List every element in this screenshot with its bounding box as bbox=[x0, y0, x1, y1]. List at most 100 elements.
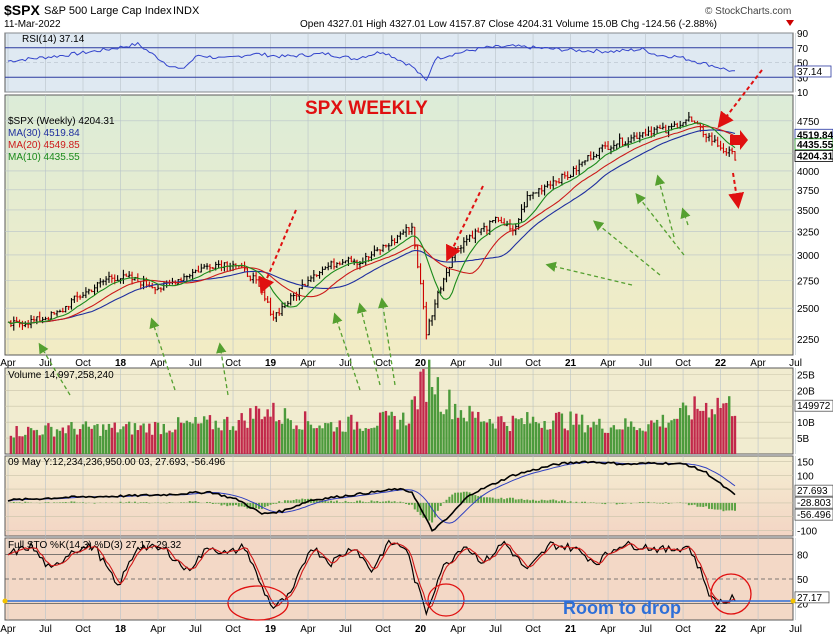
volume-bar bbox=[252, 418, 255, 454]
volume-bar bbox=[696, 408, 699, 454]
price-tick-label: 3250 bbox=[797, 228, 820, 239]
macd-histogram-bar bbox=[223, 502, 226, 505]
macd-histogram-bar bbox=[725, 502, 728, 511]
macd-histogram-bar bbox=[661, 502, 664, 504]
volume-bar bbox=[681, 402, 685, 454]
volume-bar bbox=[246, 427, 249, 454]
volume-bar bbox=[485, 422, 489, 454]
rsi-tick-label: 10 bbox=[797, 88, 809, 99]
macd-histogram-bar bbox=[344, 500, 347, 503]
macd-histogram-bar bbox=[485, 497, 488, 503]
x-tick-label: Apr bbox=[450, 624, 466, 635]
macd-histogram-bar bbox=[540, 499, 543, 503]
red-arrow bbox=[728, 172, 745, 209]
volume-bar bbox=[491, 423, 494, 454]
volume-bar bbox=[217, 427, 220, 454]
volume-bar bbox=[531, 416, 535, 454]
price-legend: $SPX (Weekly) 4204.31 bbox=[8, 116, 115, 127]
macd-histogram-bar bbox=[462, 491, 465, 503]
x-tick-label: 19 bbox=[265, 624, 277, 635]
stochastic-tick-label: 20 bbox=[797, 600, 809, 611]
volume-bar bbox=[687, 415, 691, 454]
macd-histogram-bar bbox=[243, 502, 246, 507]
macd-histogram-bar bbox=[292, 500, 295, 503]
macd-histogram-bar bbox=[442, 502, 445, 503]
volume-bar bbox=[84, 421, 88, 454]
x-tick-label: Jul bbox=[789, 624, 802, 635]
macd-histogram-bar bbox=[459, 492, 462, 503]
macd-histogram-bar bbox=[422, 502, 425, 518]
macd-histogram-bar bbox=[534, 500, 537, 503]
volume-bar bbox=[456, 417, 460, 454]
macd-histogram-bar bbox=[364, 502, 367, 503]
volume-bar bbox=[537, 423, 541, 454]
macd-histogram-bar bbox=[508, 497, 511, 503]
x-tick-label: Jul bbox=[39, 624, 52, 635]
macd-histogram-bar bbox=[543, 500, 546, 503]
stochastic-tick-label: 50 bbox=[797, 575, 809, 586]
macd-histogram-bar bbox=[457, 492, 460, 503]
volume-bar bbox=[148, 423, 151, 454]
price-tick-label: 4000 bbox=[797, 167, 820, 178]
macd-histogram-bar bbox=[454, 492, 457, 503]
macd-histogram-bar bbox=[44, 502, 47, 503]
volume-bar bbox=[318, 425, 321, 454]
price-tick-label: 3000 bbox=[797, 251, 820, 262]
x-tick-label: 21 bbox=[565, 358, 577, 369]
macd-histogram-bar bbox=[563, 500, 566, 503]
macd-histogram-bar bbox=[133, 501, 136, 503]
volume-bar bbox=[306, 421, 310, 454]
volume-bar bbox=[546, 429, 549, 454]
volume-bar bbox=[436, 377, 440, 454]
macd-histogram-bar bbox=[399, 501, 402, 503]
price-tick-label: 3750 bbox=[797, 186, 820, 197]
stochastic-legend: Full STO %K(14,3) %D(3) 27.17, 29.32 bbox=[8, 540, 182, 551]
x-tick-label: Apr bbox=[300, 358, 316, 369]
macd-histogram-bar bbox=[719, 502, 722, 510]
volume-bar bbox=[638, 428, 641, 454]
macd-histogram-bar bbox=[226, 502, 229, 507]
volume-bar bbox=[61, 427, 65, 454]
macd-histogram-bar bbox=[367, 502, 370, 503]
volume-bar bbox=[110, 427, 114, 454]
volume-bar bbox=[474, 417, 477, 454]
macd-histogram-bar bbox=[413, 502, 416, 510]
macd-histogram-bar bbox=[142, 502, 145, 503]
volume-bar bbox=[18, 436, 21, 454]
volume-bar bbox=[422, 369, 425, 454]
price-value-box bbox=[794, 138, 833, 151]
volume-bar bbox=[292, 428, 295, 454]
macd-histogram-bar bbox=[658, 502, 661, 504]
macd-histogram-bar bbox=[517, 499, 520, 503]
x-tick-label: Oct bbox=[525, 624, 541, 635]
volume-bar bbox=[177, 417, 180, 454]
macd-histogram-bar bbox=[569, 501, 572, 503]
x-tick-label: Oct bbox=[675, 624, 691, 635]
volume-bar bbox=[520, 418, 523, 454]
volume-bar bbox=[168, 430, 171, 454]
volume-bar bbox=[549, 429, 552, 454]
macd-histogram-bar bbox=[379, 501, 382, 503]
macd-histogram-bar bbox=[82, 502, 85, 503]
volume-bar bbox=[402, 412, 405, 454]
macd-histogram-bar bbox=[64, 502, 67, 503]
volume-bar bbox=[96, 424, 99, 454]
macd-histogram-bar bbox=[451, 494, 454, 503]
x-tick-label: 20 bbox=[415, 624, 427, 635]
volume-bar bbox=[269, 416, 272, 454]
volume-bar bbox=[479, 421, 483, 454]
macd-histogram-bar bbox=[667, 502, 670, 504]
volume-bar bbox=[179, 422, 183, 454]
volume-bar bbox=[352, 429, 356, 454]
volume-bar bbox=[171, 432, 174, 454]
volume-bar bbox=[231, 426, 235, 454]
volume-bar bbox=[601, 428, 604, 454]
volume-bar bbox=[445, 409, 448, 454]
volume-bar bbox=[102, 424, 105, 454]
volume-bar bbox=[378, 412, 382, 454]
volume-bar bbox=[73, 428, 76, 454]
volume-bar bbox=[41, 434, 44, 454]
volume-bar bbox=[280, 423, 284, 454]
volume-bar bbox=[329, 422, 333, 454]
macd-histogram-bar bbox=[139, 502, 142, 503]
